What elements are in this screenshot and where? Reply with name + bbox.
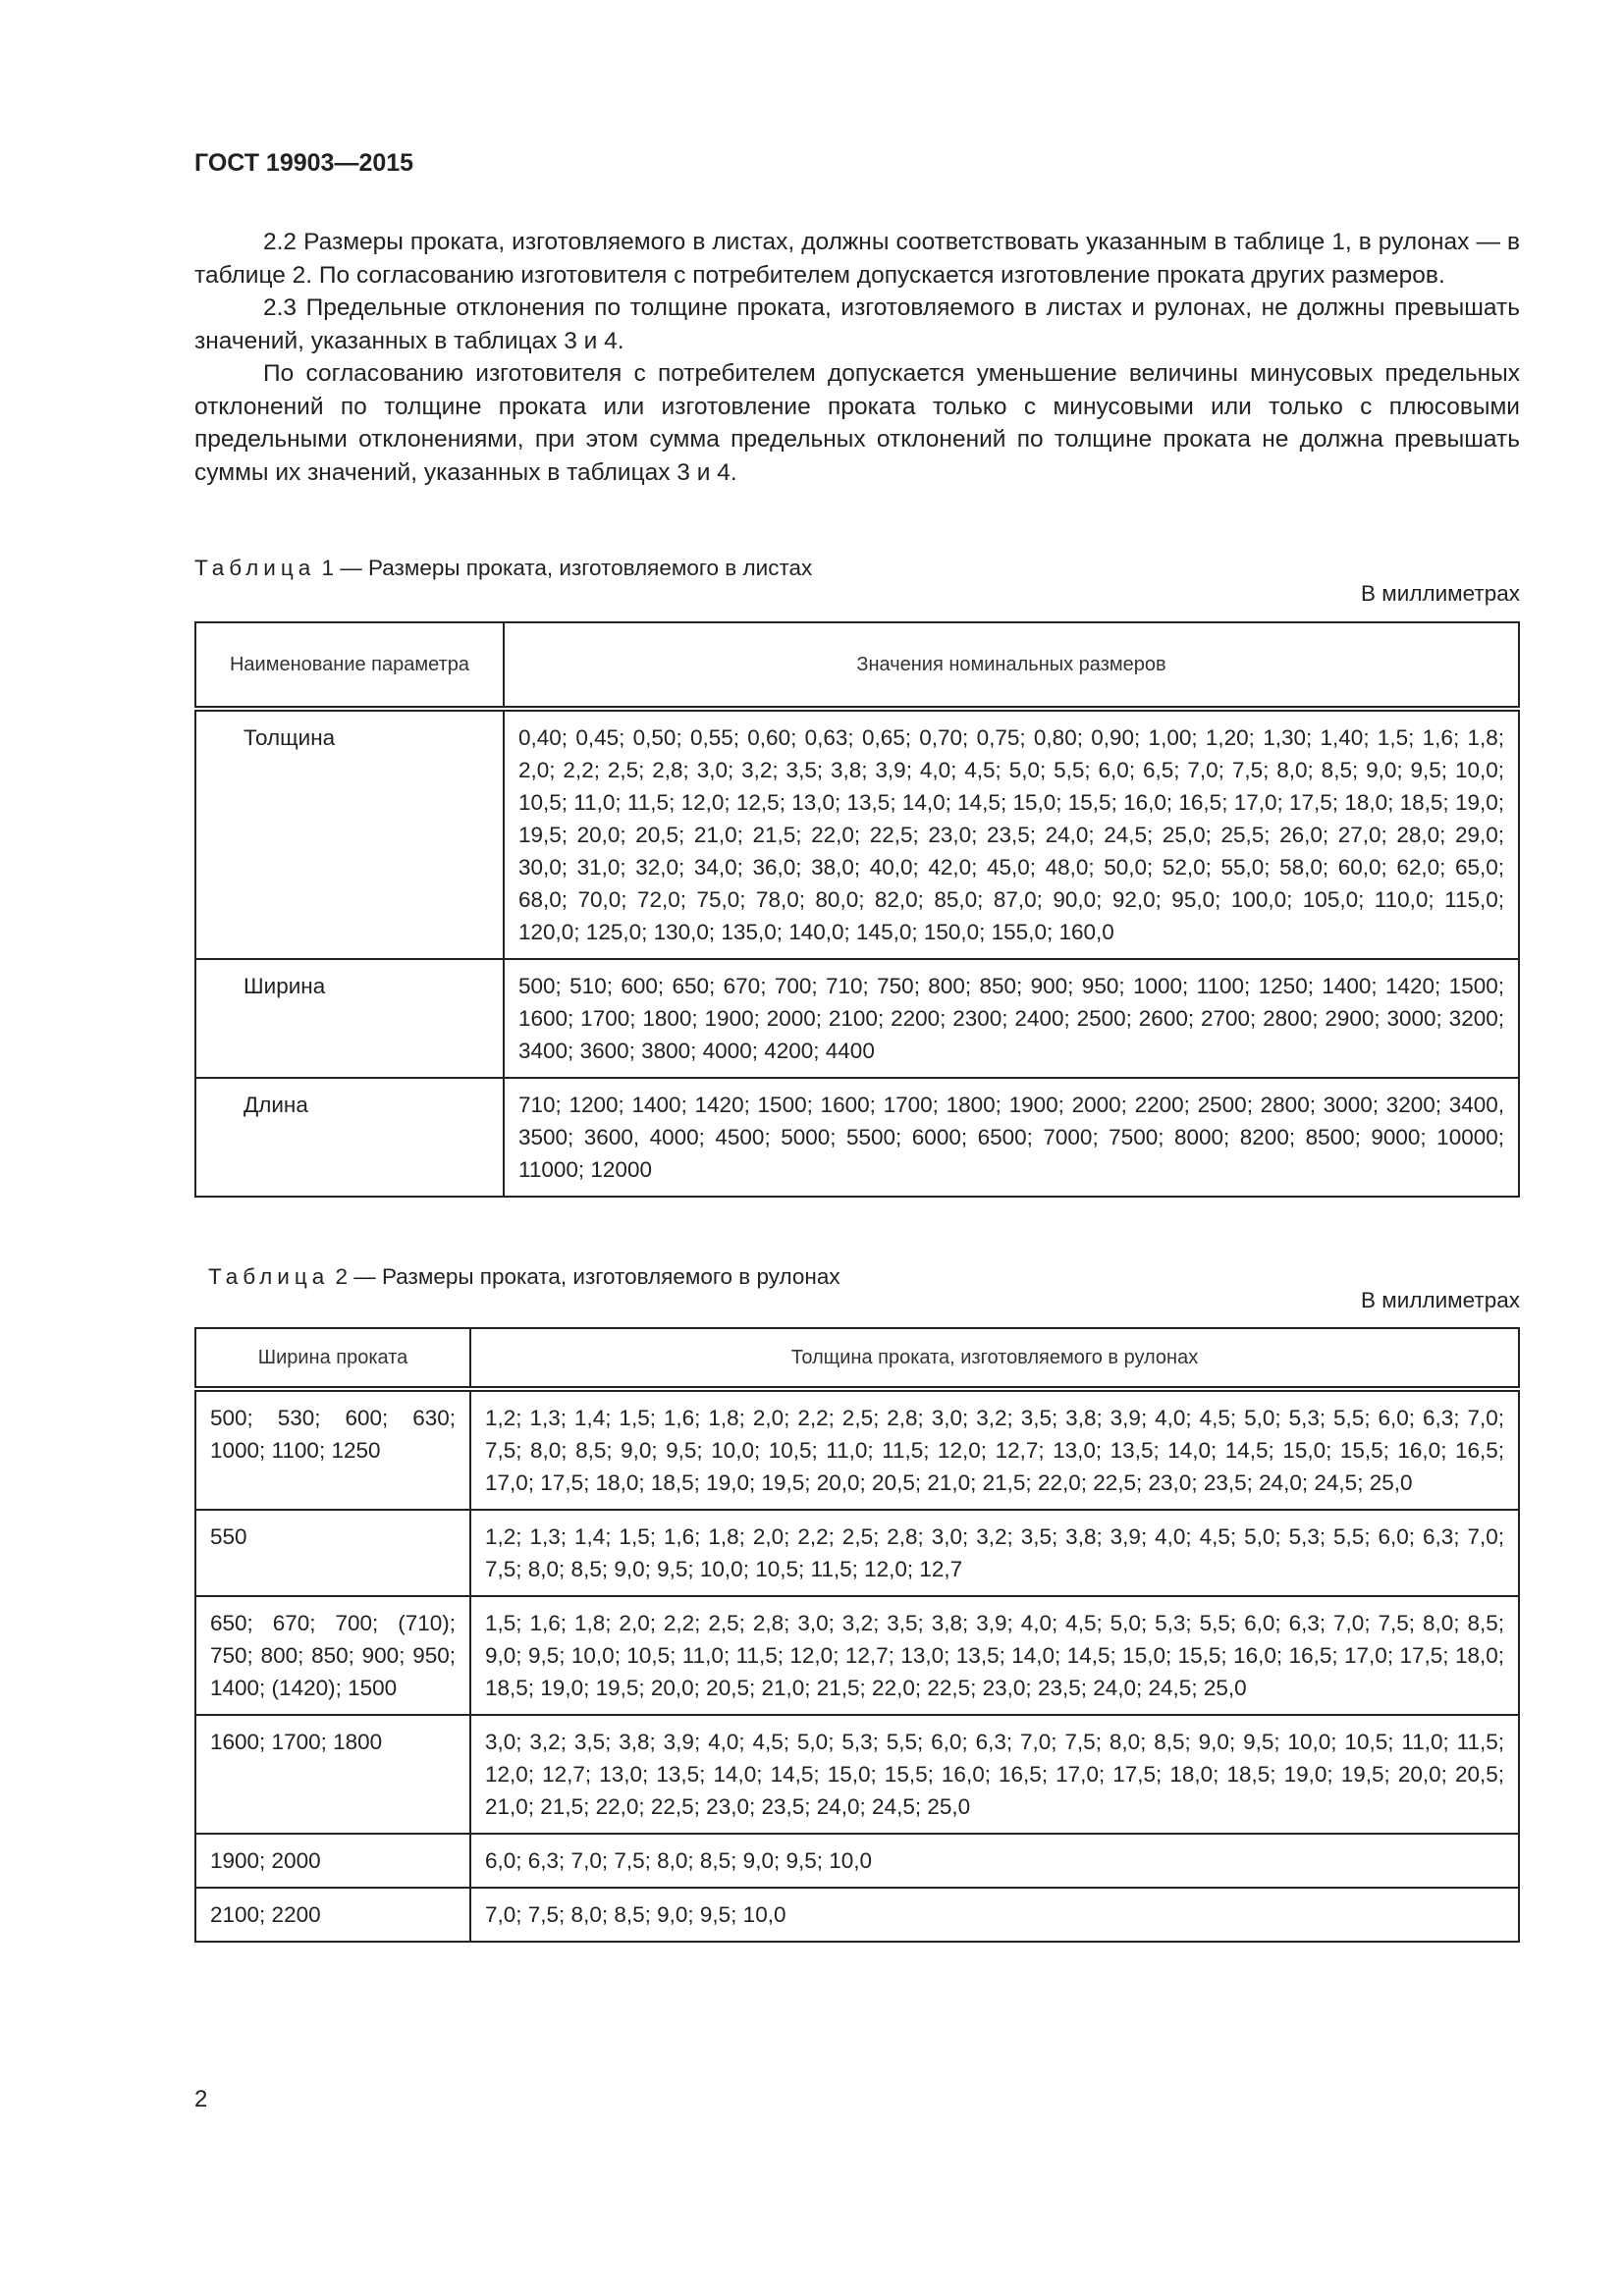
table-row: 500; 530; 600; 630; 1000; 1100; 1250 1,2;… xyxy=(194,1388,1520,1511)
width-values: 500; 530; 600; 630; 1000; 1100; 1250 xyxy=(194,1388,471,1511)
param-values: 710; 1200; 1400; 1420; 1500; 1600; 1700;… xyxy=(503,1077,1520,1198)
table1: Наименование параметра Значения номиналь… xyxy=(194,621,1520,1198)
thickness-values: 7,0; 7,5; 8,0; 8,5; 9,0; 9,5; 10,0 xyxy=(469,1887,1520,1943)
thickness-values: 3,0; 3,2; 3,5; 3,8; 3,9; 4,0; 4,5; 5,0; … xyxy=(469,1714,1520,1835)
width-values: 550 xyxy=(194,1509,471,1597)
table-row: 650; 670; 700; (710); 750; 800; 850; 900… xyxy=(194,1595,1520,1716)
thickness-values: 1,2; 1,3; 1,4; 1,5; 1,6; 1,8; 2,0; 2,2; … xyxy=(469,1388,1520,1511)
table2-caption: Таблица 2 — Размеры проката, изготовляем… xyxy=(208,1264,840,1290)
paragraph: 2.3 Предельные отклонения по толщине про… xyxy=(194,294,1520,354)
table-row: 550 1,2; 1,3; 1,4; 1,5; 1,6; 1,8; 2,0; 2,… xyxy=(194,1509,1520,1597)
column-header: Толщина проката, изготовляемого в рулона… xyxy=(469,1327,1520,1390)
body-text: 2.2 Размеры проката, изготовляемого в ли… xyxy=(194,226,1520,489)
column-header: Наименование параметра xyxy=(194,621,505,710)
width-values: 1600; 1700; 1800 xyxy=(194,1714,471,1835)
table-row: 2100; 2200 7,0; 7,5; 8,0; 8,5; 9,0; 9,5; … xyxy=(194,1887,1520,1943)
table-row: Толщина 0,40; 0,45; 0,50; 0,55; 0,60; 0,6… xyxy=(194,708,1520,960)
caption-text: 1 — Размеры проката, изготовляемого в ли… xyxy=(321,556,813,580)
table1-caption: Таблица 1 — Размеры проката, изготовляем… xyxy=(194,556,812,581)
caption-word: Таблица xyxy=(208,1264,330,1289)
width-values: 2100; 2200 xyxy=(194,1887,471,1943)
caption-word: Таблица xyxy=(194,556,316,580)
page-number: 2 xyxy=(194,2086,208,2112)
table-row: 1600; 1700; 1800 3,0; 3,2; 3,5; 3,8; 3,9;… xyxy=(194,1714,1520,1835)
column-header: Значения номинальных размеров xyxy=(503,621,1520,710)
param-name: Длина xyxy=(194,1077,505,1198)
thickness-values: 1,5; 1,6; 1,8; 2,0; 2,2; 2,5; 2,8; 3,0; … xyxy=(469,1595,1520,1716)
table2: Ширина проката Толщина проката, изготовл… xyxy=(194,1327,1520,1943)
width-values: 1900; 2000 xyxy=(194,1833,471,1889)
param-values: 500; 510; 600; 650; 670; 700; 710; 750; … xyxy=(503,958,1520,1079)
table-row: Ширина 500; 510; 600; 650; 670; 700; 710;… xyxy=(194,958,1520,1079)
document-header: ГОСТ 19903—2015 xyxy=(194,149,414,177)
table2-unit: В миллиметрах xyxy=(1361,1288,1520,1312)
table-row: 1900; 2000 6,0; 6,3; 7,0; 7,5; 8,0; 8,5; … xyxy=(194,1833,1520,1889)
thickness-values: 6,0; 6,3; 7,0; 7,5; 8,0; 8,5; 9,0; 9,5; … xyxy=(469,1833,1520,1889)
paragraph: По согласованию изготовителя с потребите… xyxy=(194,360,1520,486)
param-values: 0,40; 0,45; 0,50; 0,55; 0,60; 0,63; 0,65… xyxy=(503,708,1520,960)
column-header: Ширина проката xyxy=(194,1327,471,1390)
table1-unit: В миллиметрах xyxy=(1361,581,1520,606)
width-values: 650; 670; 700; (710); 750; 800; 850; 900… xyxy=(194,1595,471,1716)
paragraph: 2.2 Размеры проката, изготовляемого в ли… xyxy=(194,229,1520,289)
table-row: Длина 710; 1200; 1400; 1420; 1500; 1600; … xyxy=(194,1077,1520,1198)
thickness-values: 1,2; 1,3; 1,4; 1,5; 1,6; 1,8; 2,0; 2,2; … xyxy=(469,1509,1520,1597)
param-name: Ширина xyxy=(194,958,505,1079)
param-name: Толщина xyxy=(194,708,505,960)
caption-text: 2 — Размеры проката, изготовляемого в ру… xyxy=(335,1264,840,1289)
